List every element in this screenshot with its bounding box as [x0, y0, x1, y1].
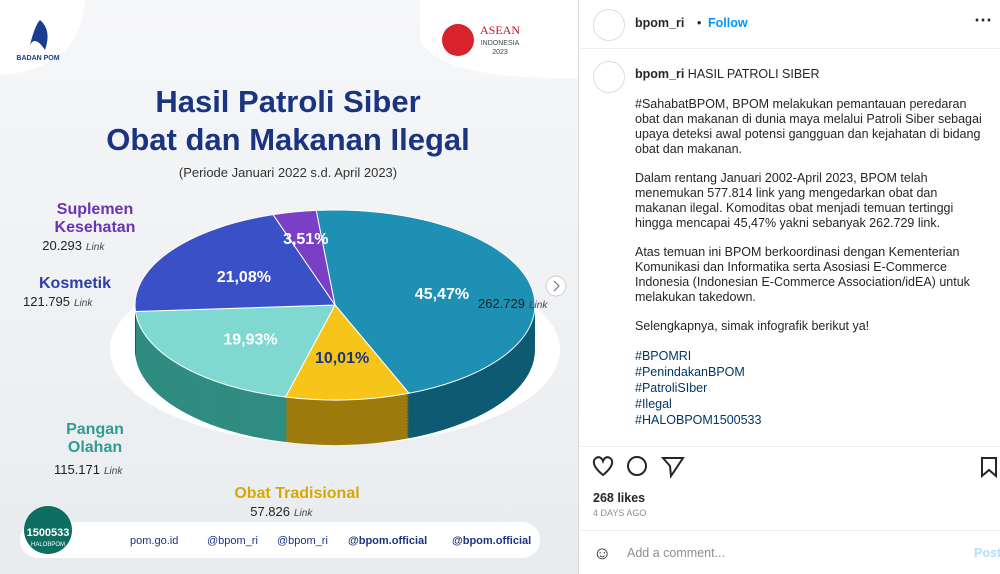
footer-link: @bpom.official [452, 535, 531, 547]
avatar[interactable] [593, 61, 625, 93]
title: Obat dan Makanan Ilegal [106, 122, 469, 157]
segment-name: Kosmetik [39, 275, 111, 292]
hashtag[interactable]: #Ilegal [635, 397, 672, 411]
footer-bar [20, 522, 540, 558]
infographic: BADAN POM ASEAN INDONESIA 2023 Hasil Pat… [0, 0, 578, 574]
hotline-sub: HALOBPOM [31, 542, 65, 548]
like-button[interactable] [592, 456, 614, 477]
segment-name: Kesehatan [55, 219, 136, 236]
divider [579, 530, 1000, 531]
post-panel: bpom_ri • Follow ⋯ bpom_ri HASIL PATROLI… [578, 0, 1000, 574]
caption: #SahabatBPOM, BPOM melakukan pemantauan … [635, 97, 985, 428]
hashtag[interactable]: #PenindakanBPOM [635, 365, 745, 379]
pie-slice [272, 209, 336, 306]
date: 4 DAYS AGO [593, 508, 647, 518]
share-button[interactable] [660, 457, 685, 479]
username[interactable]: bpom_ri [635, 16, 685, 30]
badge-text: INDONESIA [481, 40, 520, 47]
segment-count: 20.293 [42, 238, 82, 253]
logo-icon [30, 20, 48, 50]
more-button[interactable]: ⋯ [974, 10, 992, 30]
subtitle: (Periode Januari 2022 s.d. April 2023) [179, 165, 397, 180]
divider [579, 446, 1000, 447]
caption-paragraph: Selengkapnya, simak infografik berikut y… [635, 319, 870, 333]
post-button[interactable]: Post [974, 546, 1000, 560]
footer-link: @bpom_ri [277, 535, 328, 547]
comment-button[interactable] [627, 456, 647, 476]
percent-label: 45,47% [415, 286, 469, 303]
hashtag[interactable]: #PatroliSIber [635, 381, 708, 395]
segment-unit: Link [104, 466, 123, 477]
emoji-button[interactable]: ☺ [593, 543, 612, 563]
segment-name: Olahan [68, 439, 122, 456]
pie-slice [284, 304, 410, 401]
title: Hasil Patroli Siber [155, 84, 420, 119]
pie-labels: 45,47% 10,01% 19,93% 21,08% 3,51% Obat 262.729… [23, 201, 548, 519]
percent-label: 21,08% [217, 269, 271, 286]
percent-label: 3,51% [283, 231, 328, 248]
badge-text: 2023 [492, 49, 508, 56]
caption-title: HASIL PATROLI SIBER [687, 67, 820, 81]
follow-button[interactable]: Follow [708, 16, 748, 30]
hashtag[interactable]: #BPOMRI [635, 349, 692, 363]
badge-icon [442, 24, 474, 56]
segment-count: 57.826 [250, 504, 290, 519]
segment-count: 262.729 [478, 296, 525, 311]
pie-slice [134, 304, 336, 398]
badge-panel [420, 0, 578, 79]
segment-name: Suplemen [57, 201, 133, 218]
segment-unit: Link [294, 508, 313, 519]
badge-text: ASEAN [480, 23, 520, 37]
segment-name: Pangan [66, 421, 124, 438]
caption-paragraph: Dalam rentang Januari 2002-April 2023, B… [635, 171, 954, 230]
caption-paragraph: #SahabatBPOM, BPOM melakukan pemantauan … [635, 97, 982, 156]
pie-slice [134, 214, 336, 313]
likes[interactable]: 268 likes [593, 491, 646, 505]
divider [579, 48, 1000, 49]
segment-count: 121.795 [23, 294, 70, 309]
segment-unit: Link [529, 300, 548, 311]
caption-paragraph: Atas temuan ini BPOM berkoordinasi denga… [635, 245, 970, 304]
save-button[interactable] [981, 457, 997, 479]
hotline-icon [24, 506, 72, 554]
username[interactable]: bpom_ri [635, 67, 685, 81]
hashtag[interactable]: #HALOBPOM1500533 [635, 413, 762, 427]
footer-link: @bpom_ri [207, 535, 258, 547]
segment-name: Obat Tradisional [234, 485, 359, 502]
percent-label: 19,93% [223, 331, 277, 348]
separator: • [697, 16, 702, 30]
segment-count: 115.171 [54, 462, 100, 477]
footer-link: pom.go.id [130, 535, 178, 547]
avatar[interactable] [593, 9, 625, 41]
footer-link: @bpom.official [348, 535, 427, 547]
hotline: 1500533 [27, 527, 70, 539]
segment-unit: Link [74, 298, 93, 309]
logo-text: BADAN POM [16, 55, 59, 62]
segment-name: Obat [492, 276, 529, 293]
percent-label: 10,01% [315, 350, 369, 367]
comment-input[interactable]: Add a comment... [627, 546, 725, 560]
pie [134, 209, 536, 446]
segment-unit: Link [86, 242, 105, 253]
action-bar [592, 456, 997, 479]
next-icon [553, 280, 560, 292]
next-button[interactable] [545, 275, 567, 297]
